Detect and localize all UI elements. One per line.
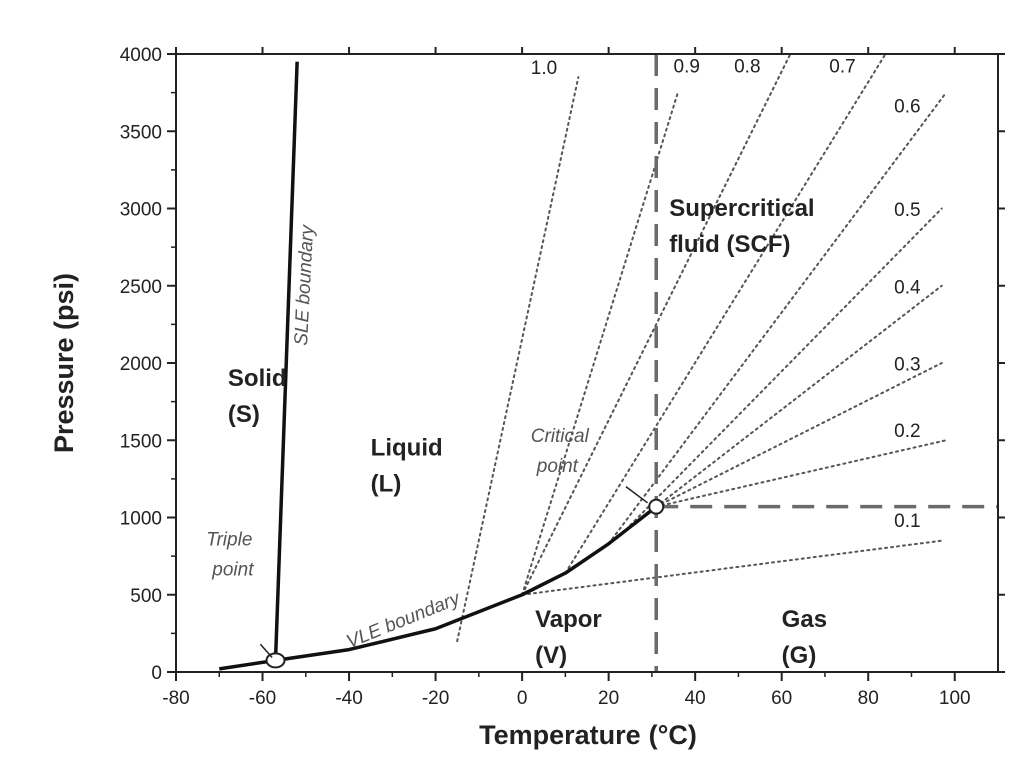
region-label-supercritical: Supercritical <box>669 195 814 222</box>
vle-boundary-label: VLE boundary <box>343 588 464 653</box>
sle-boundary-curve <box>273 61 299 661</box>
isochore-line-0-2 <box>655 439 948 508</box>
y-axis-title: Pressure (psi) <box>49 273 79 453</box>
isochore-label-0-4: 0.4 <box>894 277 921 298</box>
critical-dashed-lines <box>654 54 998 672</box>
y-tick-label: 0 <box>151 663 162 684</box>
isochore-label-0-7: 0.7 <box>829 57 855 78</box>
vle-boundary-curve <box>219 505 658 671</box>
isochore-label-0-6: 0.6 <box>894 97 920 118</box>
critical-point-arrow <box>625 485 649 504</box>
region-sublabel-liquid: (L) <box>371 471 402 498</box>
x-tick-label: -40 <box>335 688 362 709</box>
region-sublabel-vapor: (V) <box>535 642 567 669</box>
chart-text: 1.0 0.9 0.8 0.7 0.6 0.5 0.4 0.3 0.2 0.1 SLE bounda… <box>206 57 921 670</box>
axis-ticks: -80 -60 -40 -20 0 20 40 60 80 1000500100015002000… <box>120 45 1005 709</box>
critical-point-annotation-line2: point <box>536 456 579 477</box>
region-sublabel-gas: (G) <box>782 642 817 669</box>
isochore-label-0-3: 0.3 <box>894 355 920 376</box>
isochore-line-0-4 <box>655 284 943 508</box>
x-tick-label: 100 <box>939 688 971 709</box>
y-tick-label: 1500 <box>120 431 162 452</box>
critical-point-marker <box>648 498 665 515</box>
region-label-vapor: Vapor <box>535 606 602 633</box>
plot-frame <box>175 53 999 673</box>
isochore-label-0-2: 0.2 <box>894 421 920 442</box>
isochore-line-0-3 <box>655 362 943 508</box>
isochore-line-0-1 <box>521 539 943 596</box>
critical-point-annotation-line1: Critical <box>531 426 590 447</box>
y-tick-label: 2000 <box>120 354 162 375</box>
region-label-solid: Solid <box>228 365 287 392</box>
x-tick-label: -60 <box>249 688 276 709</box>
y-tick-label: 3500 <box>120 122 162 143</box>
isochore-label-0-1: 0.1 <box>894 511 920 532</box>
x-tick-label: -80 <box>162 688 189 709</box>
triple-point-annotation-line1: Triple <box>206 529 252 550</box>
isochore-line-0-5 <box>629 207 943 527</box>
x-tick-label: -20 <box>422 688 449 709</box>
isochore-lines <box>456 53 948 643</box>
isochore-label-0-9: 0.9 <box>674 57 700 78</box>
triple-point-marker <box>265 652 286 669</box>
x-tick-label: 0 <box>517 688 528 709</box>
isochore-line-1-0 <box>456 76 580 643</box>
region-label-liquid: Liquid <box>371 435 443 462</box>
y-tick-label: 500 <box>130 586 162 607</box>
x-tick-label: 80 <box>858 688 879 709</box>
isochore-line-0-7 <box>564 53 887 575</box>
isochore-label-0-8: 0.8 <box>734 57 760 78</box>
isochore-line-0-6 <box>607 91 948 545</box>
y-tick-label: 3000 <box>120 200 162 221</box>
x-tick-label: 20 <box>598 688 619 709</box>
triple-point-arrow <box>259 643 273 658</box>
phase-boundaries <box>219 61 658 671</box>
region-sublabel-supercritical: fluid (SCF) <box>669 231 790 258</box>
x-tick-label: 60 <box>771 688 792 709</box>
x-tick-label: 40 <box>685 688 706 709</box>
region-sublabel-solid: (S) <box>228 401 260 428</box>
isochore-line-0-9 <box>521 91 679 596</box>
triple-point-annotation-line2: point <box>211 559 254 580</box>
y-tick-label: 4000 <box>120 45 162 66</box>
isochore-label-0-5: 0.5 <box>894 200 920 221</box>
x-axis-title: Temperature (°C) <box>479 720 697 750</box>
sle-boundary-label: SLE boundary <box>291 223 318 346</box>
y-tick-label: 2500 <box>120 277 162 298</box>
plot-area-border <box>175 53 999 673</box>
isochore-line-0-8 <box>521 53 792 596</box>
y-tick-label: 1000 <box>120 509 162 530</box>
region-label-gas: Gas <box>782 606 827 633</box>
isochore-label-1-0: 1.0 <box>531 58 557 79</box>
phase-points <box>259 485 665 669</box>
